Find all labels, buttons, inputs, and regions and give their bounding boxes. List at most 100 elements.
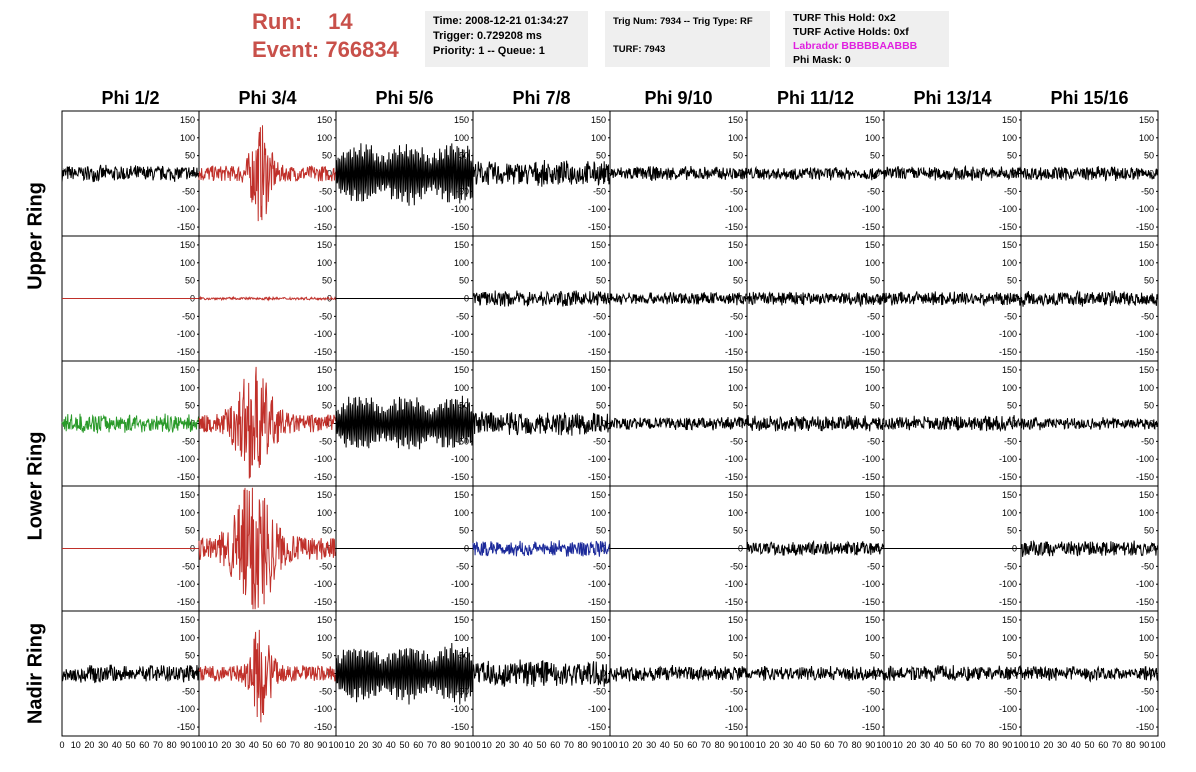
waveform-trace xyxy=(472,540,611,557)
y-tick-label: -50 xyxy=(1004,686,1017,696)
y-tick-label: -150 xyxy=(1136,347,1154,357)
y-tick-label: -50 xyxy=(1004,311,1017,321)
y-tick-label: 100 xyxy=(865,133,880,143)
y-tick-label: 100 xyxy=(591,258,606,268)
x-tick-label: 90 xyxy=(180,740,190,750)
y-tick-label: 0 xyxy=(327,294,332,304)
y-tick-label: -100 xyxy=(999,704,1017,714)
y-tick-label: 100 xyxy=(317,133,332,143)
y-tick-label: 100 xyxy=(728,258,743,268)
y-tick-label: -100 xyxy=(999,579,1017,589)
y-tick-label: -50 xyxy=(593,561,606,571)
y-tick-label: -150 xyxy=(588,347,606,357)
y-tick-label: 150 xyxy=(180,240,195,250)
y-tick-label: 150 xyxy=(728,615,743,625)
y-tick-label: -50 xyxy=(730,686,743,696)
y-tick-label: 50 xyxy=(870,276,880,286)
y-tick-label: 100 xyxy=(728,508,743,518)
y-tick-label: 100 xyxy=(317,508,332,518)
y-tick-label: 50 xyxy=(1144,651,1154,661)
y-tick-label: -150 xyxy=(1136,472,1154,482)
y-tick-label: -100 xyxy=(314,454,332,464)
y-tick-label: 150 xyxy=(591,365,606,375)
x-tick-label: 90 xyxy=(317,740,327,750)
x-tick-label: 70 xyxy=(564,740,574,750)
y-tick-label: -100 xyxy=(588,204,606,214)
trigger-info-panel: Trig Num: 7934 -- Trig Type: RF TURF: 79… xyxy=(605,11,770,67)
x-tick-label: 80 xyxy=(304,740,314,750)
x-tick-label: 70 xyxy=(1112,740,1122,750)
y-tick-label: -50 xyxy=(182,186,195,196)
y-tick-label: 0 xyxy=(875,544,880,554)
y-tick-label: -100 xyxy=(588,579,606,589)
y-tick-label: -100 xyxy=(451,204,469,214)
y-tick-label: 50 xyxy=(459,276,469,286)
y-tick-label: -150 xyxy=(725,472,743,482)
y-tick-label: -150 xyxy=(725,222,743,232)
y-tick-label: -100 xyxy=(177,329,195,339)
y-tick-label: 100 xyxy=(180,383,195,393)
y-tick-label: 150 xyxy=(180,115,195,125)
y-tick-label: 100 xyxy=(865,508,880,518)
phi-mask-text: Phi Mask: 0 xyxy=(793,54,851,66)
y-tick-label: 150 xyxy=(454,490,469,500)
y-tick-label: 150 xyxy=(317,240,332,250)
y-tick-label: -100 xyxy=(1136,204,1154,214)
waveform-trace xyxy=(883,164,1022,181)
waveform-trace xyxy=(609,664,748,682)
y-tick-label: 150 xyxy=(1139,490,1154,500)
y-tick-label: 50 xyxy=(322,526,332,536)
waveform-trace xyxy=(472,411,611,436)
y-tick-label: 50 xyxy=(1144,276,1154,286)
y-tick-label: 150 xyxy=(454,115,469,125)
y-tick-label: -50 xyxy=(867,561,880,571)
x-tick-label: 40 xyxy=(934,740,944,750)
waveform-trace xyxy=(746,165,885,181)
y-tick-label: 150 xyxy=(1139,240,1154,250)
y-tick-label: 100 xyxy=(1139,508,1154,518)
waveform-trace xyxy=(472,659,611,688)
y-tick-label: -150 xyxy=(1136,722,1154,732)
y-tick-label: 150 xyxy=(865,115,880,125)
column-header-4: Phi 7/8 xyxy=(512,88,570,108)
y-tick-label: -50 xyxy=(730,436,743,446)
y-tick-label: 150 xyxy=(591,115,606,125)
x-tick-label: 100 xyxy=(1013,740,1028,750)
y-tick-label: 50 xyxy=(185,151,195,161)
x-tick-label: 20 xyxy=(84,740,94,750)
y-tick-label: 150 xyxy=(1139,365,1154,375)
y-tick-label: -100 xyxy=(451,454,469,464)
y-tick-label: -50 xyxy=(1141,436,1154,446)
y-tick-label: 100 xyxy=(180,633,195,643)
waveform-trace xyxy=(609,166,748,181)
y-tick-label: 50 xyxy=(596,401,606,411)
trigger-text: Trigger: 0.729208 ms xyxy=(433,30,542,42)
x-tick-label: 80 xyxy=(167,740,177,750)
y-tick-label: 50 xyxy=(185,526,195,536)
y-tick-label: 150 xyxy=(317,115,332,125)
y-tick-label: 100 xyxy=(317,383,332,393)
y-tick-label: 50 xyxy=(1144,401,1154,411)
y-tick-label: -100 xyxy=(862,704,880,714)
waveform-trace xyxy=(61,164,200,183)
waveform-trace xyxy=(335,642,474,705)
x-tick-label: 70 xyxy=(838,740,848,750)
turf-active-text: TURF Active Holds: 0xf xyxy=(793,26,909,38)
x-tick-label: 0 xyxy=(59,740,64,750)
y-tick-label: -50 xyxy=(1141,561,1154,571)
column-header-3: Phi 5/6 xyxy=(375,88,433,108)
y-tick-label: -100 xyxy=(862,579,880,589)
column-header-7: Phi 13/14 xyxy=(913,88,991,108)
waveform-trace xyxy=(609,291,748,306)
y-tick-label: 0 xyxy=(601,419,606,429)
y-tick-label: 100 xyxy=(454,633,469,643)
y-tick-label: -150 xyxy=(177,472,195,482)
y-tick-label: 50 xyxy=(322,651,332,661)
y-tick-label: -150 xyxy=(451,597,469,607)
y-tick-label: -150 xyxy=(862,472,880,482)
x-tick-label: 40 xyxy=(797,740,807,750)
y-tick-label: -50 xyxy=(1004,436,1017,446)
y-tick-label: -50 xyxy=(456,186,469,196)
y-tick-label: -150 xyxy=(451,472,469,482)
y-tick-label: -150 xyxy=(177,722,195,732)
